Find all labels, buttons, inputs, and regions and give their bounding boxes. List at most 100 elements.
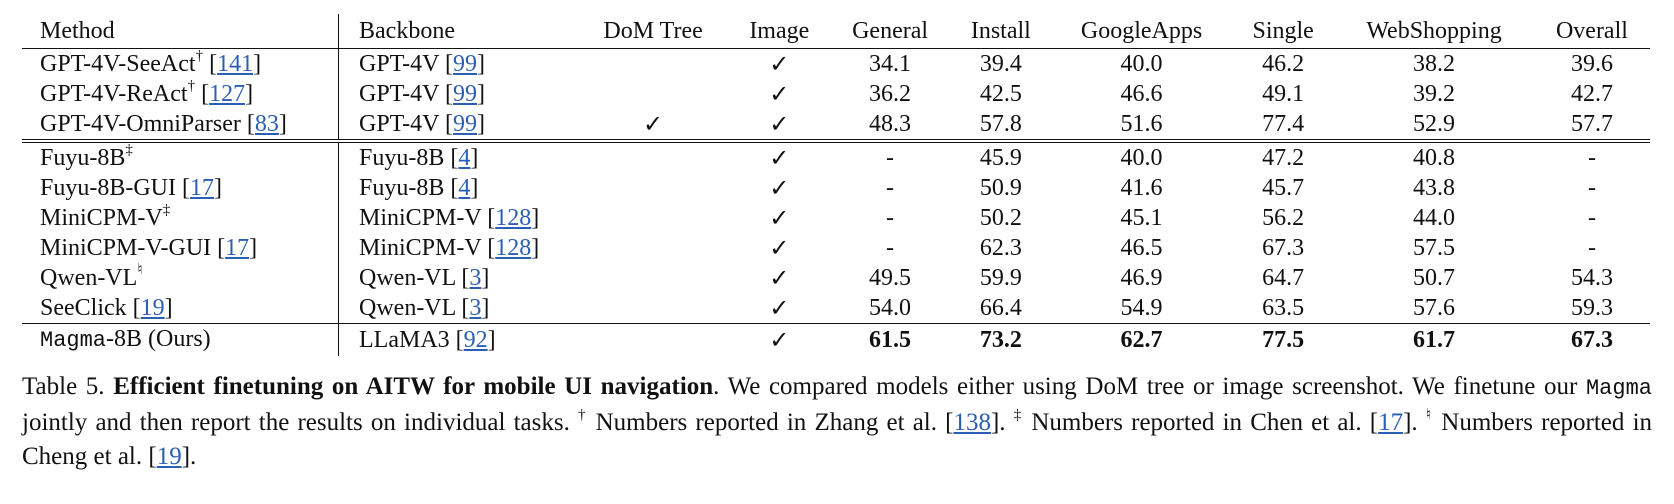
method-cell: Fuyu-8B‡ [22,141,339,173]
image-check-cell: ✓ [769,204,790,232]
dom-tree-cell [577,79,729,109]
dom-tree-cell [577,49,729,80]
general-cell: 36.2 [869,81,912,107]
method-name-mono: Magma [40,328,107,353]
natural-mark: ♮ [1425,406,1434,423]
table-row: GPT-4V-SeeAct† [141] GPT-4V [99] ✓ 34.1 39.4… [22,48,1650,80]
method-name: Fuyu-8B-GUI [40,175,176,201]
webshopping-cell: 39.2 [1413,81,1456,107]
googleapps-cell: 45.1 [1120,205,1163,231]
image-check-cell: ✓ [769,174,790,202]
citation-link[interactable]: 19 [140,295,165,321]
citation-link[interactable]: 141 [217,51,254,77]
citation-link[interactable]: 83 [254,111,279,137]
backbone-cell: GPT-4V [99] [338,109,577,143]
install-cell: 57.8 [950,109,1051,143]
method-cell: MiniCPM-V-GUI [17] [22,233,339,263]
image-check-cell: ✓ [769,50,790,78]
method-cell: GPT-4V-OmniParser [83] [22,109,339,143]
table-row: GPT-4V-ReAct† [127] GPT-4V [99] ✓ 36.2 42.5 4… [22,79,1650,109]
general-cell: - [886,145,895,171]
backbone-cell: GPT-4V [99] [359,51,486,77]
single-cell: 77.5 [1232,323,1335,356]
citation-link[interactable]: 99 [453,51,478,77]
method-cell: GPT-4V-ReAct† [127] [22,79,339,109]
backbone-cell: MiniCPM-V [128] [359,235,540,261]
dom-tree-cell [577,293,729,324]
backbone-name: GPT-4V [359,111,440,137]
webshopping-cell: 57.6 [1413,295,1456,321]
overall-cell: 59.3 [1570,295,1613,321]
method-name: GPT-4V-ReAct [40,81,188,107]
citation-link[interactable]: 99 [453,81,478,107]
googleapps-cell: 51.6 [1050,109,1233,143]
image-check-cell: ✓ [769,264,790,292]
image-check-cell: ✓ [769,144,790,172]
install-cell: 50.2 [979,205,1022,231]
citation-link[interactable]: 99 [453,111,478,137]
general-cell: - [886,235,895,261]
citation-link[interactable]: 128 [495,235,532,261]
webshopping-cell: 44.0 [1413,205,1456,231]
citation-link[interactable]: 128 [495,205,532,231]
citation-link[interactable]: 3 [469,265,482,291]
caption-text: ]. [990,409,1014,436]
method-cell: MiniCPM-V‡ [22,203,339,233]
citation-link[interactable]: 17 [1378,409,1404,436]
webshopping-cell: 61.7 [1334,323,1534,356]
caption-text: Numbers reported in Chen et al. [ [1023,409,1379,436]
method-cell: GPT-4V-SeeAct† [141] [22,48,339,79]
webshopping-cell: 38.2 [1413,51,1456,77]
install-cell: 42.5 [979,81,1022,107]
googleapps-cell: 41.6 [1120,175,1163,201]
double-dagger-mark: ‡ [1013,406,1024,423]
backbone-cell: MiniCPM-V [128] [359,205,540,231]
header-webshopping: WebShopping [1366,18,1502,44]
backbone-cell: Fuyu-8B [4] [359,175,479,201]
general-cell: 54.0 [869,295,912,321]
table-row-ours: Magma-8B (Ours) LLaMA3 [92] ✓ 61.5 73.2 … [22,323,1650,356]
single-cell: 77.4 [1232,109,1335,143]
table-row: Fuyu-8B-GUI [17] Fuyu-8B [4] ✓ - 50.9 41.6 45.… [22,173,1650,203]
dom-tree-cell [577,323,730,356]
citation-link[interactable]: 127 [209,81,246,107]
image-check-cell: ✓ [729,323,830,356]
citation-link[interactable]: 19 [156,443,182,470]
backbone-name: Fuyu-8B [359,145,445,171]
googleapps-cell: 40.0 [1120,145,1163,171]
googleapps-cell: 40.0 [1120,51,1163,77]
method-name: GPT-4V-OmniParser [40,111,241,137]
header-single: Single [1252,18,1314,44]
method-footnote-mark: † [195,48,204,64]
general-cell: 48.3 [829,109,951,143]
backbone-name: Qwen-VL [359,295,456,321]
install-cell: 73.2 [950,323,1051,356]
header-method: Method [22,14,339,49]
header-overall: Overall [1555,18,1628,44]
citation-link[interactable]: 4 [458,145,471,171]
caption-title: Efficient finetuning on AITW for mobile … [113,373,714,400]
dagger-mark: † [578,406,588,423]
webshopping-cell: 50.7 [1413,265,1456,291]
citation-link[interactable]: 17 [225,235,250,261]
citation-link[interactable]: 3 [469,295,482,321]
overall-cell: - [1587,175,1596,201]
citation-link[interactable]: 4 [458,175,471,201]
backbone-name: Qwen-VL [359,265,456,291]
citation-link[interactable]: 92 [463,327,488,353]
caption-magma: Magma [1585,376,1652,401]
overall-cell: 54.3 [1570,265,1613,291]
webshopping-cell: 43.8 [1413,175,1456,201]
googleapps-cell: 46.5 [1120,235,1163,261]
caption-text: ]. [181,443,197,470]
general-cell: - [886,175,895,201]
header-install: Install [970,18,1031,44]
header-image: Image [749,18,810,44]
dom-tree-cell [577,173,729,203]
install-cell: 45.9 [979,145,1022,171]
table-caption: Table 5. Efficient finetuning on AITW fo… [22,370,1652,474]
citation-link[interactable]: 138 [953,409,991,436]
backbone-name: Fuyu-8B [359,175,445,201]
dom-tree-cell [577,203,729,233]
citation-link[interactable]: 17 [190,175,214,201]
